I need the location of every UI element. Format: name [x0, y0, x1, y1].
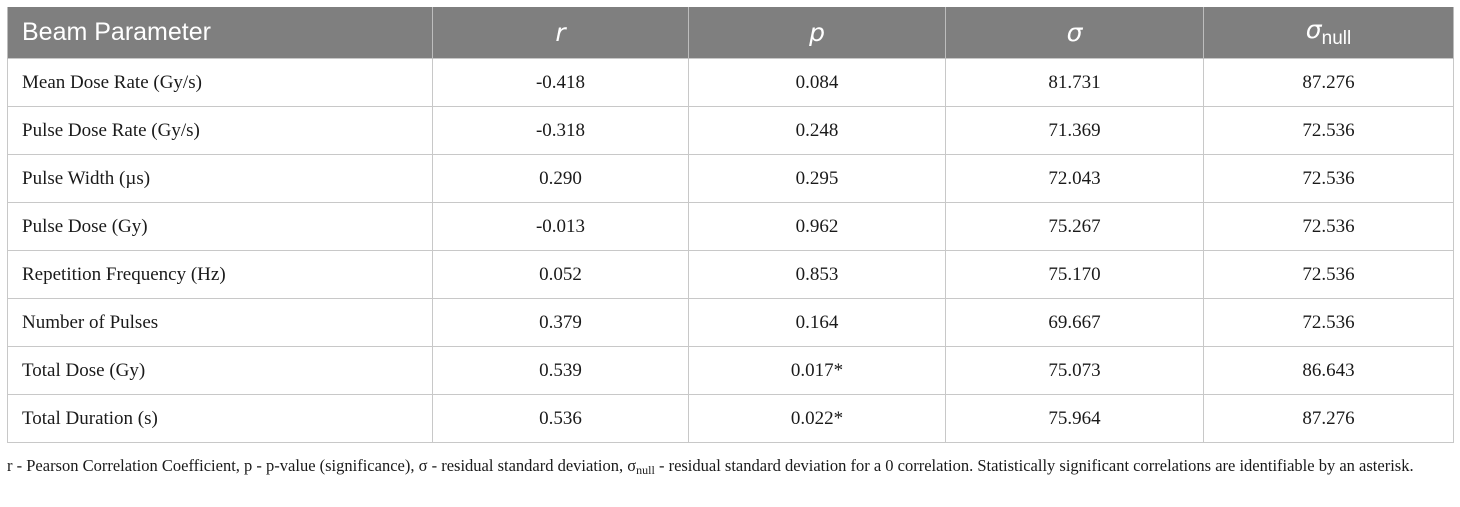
- cell-sigma-null: 72.536: [1203, 298, 1454, 347]
- cell-sigma-null: 72.536: [1203, 154, 1454, 203]
- cell-p: 0.295: [688, 154, 946, 203]
- cell-p: 0.248: [688, 106, 946, 155]
- cell-sigma: 75.073: [945, 346, 1204, 395]
- table-row: Pulse Dose (Gy) -0.013 0.962 75.267 72.5…: [7, 202, 1454, 251]
- header-sigma-null: σnull: [1203, 7, 1454, 59]
- cell-sigma: 69.667: [945, 298, 1204, 347]
- cell-p: 0.853: [688, 250, 946, 299]
- header-row: Beam Parameter r p σ σnull: [7, 7, 1454, 59]
- table-row: Repetition Frequency (Hz) 0.052 0.853 75…: [7, 250, 1454, 299]
- cell-r: 0.539: [432, 346, 689, 395]
- header-beam-parameter: Beam Parameter: [7, 7, 433, 59]
- header-r: r: [432, 7, 689, 59]
- cell-r: 0.379: [432, 298, 689, 347]
- header-p: p: [688, 7, 946, 59]
- header-sigma-null-base: σ: [1305, 15, 1322, 44]
- table-row: Number of Pulses 0.379 0.164 69.667 72.5…: [7, 298, 1454, 347]
- cell-r: 0.052: [432, 250, 689, 299]
- row-label: Repetition Frequency (Hz): [7, 250, 433, 299]
- cell-sigma-null: 87.276: [1203, 394, 1454, 443]
- footnote-part1: r - Pearson Correlation Coefficient, p -…: [7, 456, 637, 475]
- cell-sigma-null: 72.536: [1203, 202, 1454, 251]
- cell-p: 0.022*: [688, 394, 946, 443]
- cell-r: 0.536: [432, 394, 689, 443]
- row-label: Number of Pulses: [7, 298, 433, 347]
- cell-r: -0.418: [432, 58, 689, 107]
- table-row: Total Dose (Gy) 0.539 0.017* 75.073 86.6…: [7, 346, 1454, 395]
- cell-sigma-null: 86.643: [1203, 346, 1454, 395]
- row-label: Pulse Width (µs): [7, 154, 433, 203]
- footnote-subscript: null: [636, 463, 655, 477]
- cell-p: 0.017*: [688, 346, 946, 395]
- table-row: Pulse Width (µs) 0.290 0.295 72.043 72.5…: [7, 154, 1454, 203]
- cell-sigma: 71.369: [945, 106, 1204, 155]
- row-label: Mean Dose Rate (Gy/s): [7, 58, 433, 107]
- cell-sigma: 75.964: [945, 394, 1204, 443]
- cell-sigma: 81.731: [945, 58, 1204, 107]
- cell-p: 0.164: [688, 298, 946, 347]
- cell-sigma: 75.267: [945, 202, 1204, 251]
- cell-p: 0.962: [688, 202, 946, 251]
- cell-sigma-null: 72.536: [1203, 106, 1454, 155]
- beam-parameter-table: Beam Parameter r p σ σnull Mean Dose Rat…: [7, 7, 1454, 443]
- table-row: Pulse Dose Rate (Gy/s) -0.318 0.248 71.3…: [7, 106, 1454, 155]
- cell-sigma: 75.170: [945, 250, 1204, 299]
- header-sigma-null-sub: null: [1321, 28, 1352, 49]
- cell-sigma-null: 87.276: [1203, 58, 1454, 107]
- row-label: Pulse Dose Rate (Gy/s): [7, 106, 433, 155]
- cell-sigma: 72.043: [945, 154, 1204, 203]
- table-footnote: r - Pearson Correlation Coefficient, p -…: [7, 455, 1453, 481]
- footnote-part2: - residual standard deviation for a 0 co…: [654, 456, 1414, 475]
- table-header: Beam Parameter r p σ σnull: [7, 7, 1454, 59]
- cell-p: 0.084: [688, 58, 946, 107]
- cell-r: -0.318: [432, 106, 689, 155]
- table-row: Mean Dose Rate (Gy/s) -0.418 0.084 81.73…: [7, 58, 1454, 107]
- row-label: Pulse Dose (Gy): [7, 202, 433, 251]
- table-row: Total Duration (s) 0.536 0.022* 75.964 8…: [7, 394, 1454, 443]
- table-container: Beam Parameter r p σ σnull Mean Dose Rat…: [7, 7, 1454, 443]
- cell-r: 0.290: [432, 154, 689, 203]
- row-label: Total Duration (s): [7, 394, 433, 443]
- header-sigma: σ: [945, 7, 1204, 59]
- cell-r: -0.013: [432, 202, 689, 251]
- cell-sigma-null: 72.536: [1203, 250, 1454, 299]
- table-body: Mean Dose Rate (Gy/s) -0.418 0.084 81.73…: [7, 58, 1454, 443]
- row-label: Total Dose (Gy): [7, 346, 433, 395]
